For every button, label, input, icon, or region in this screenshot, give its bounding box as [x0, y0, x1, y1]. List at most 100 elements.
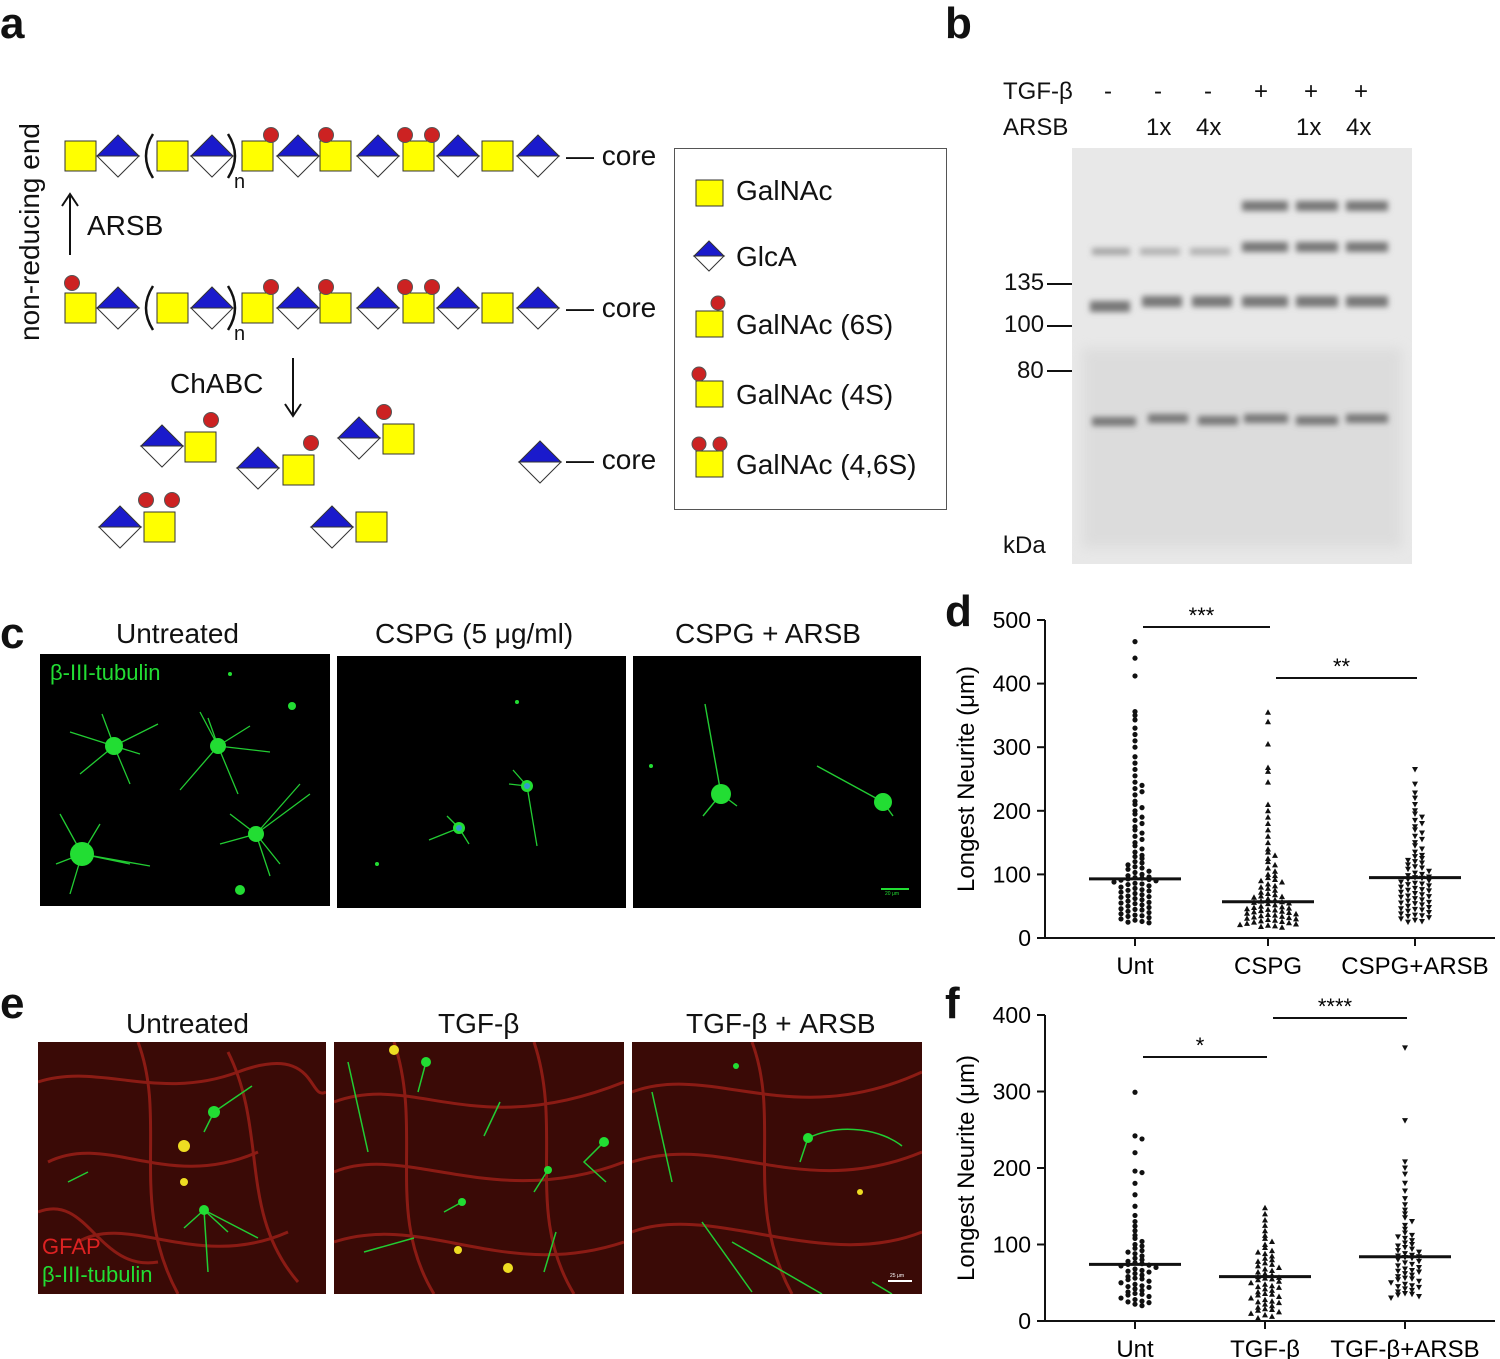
data-point: [1395, 1257, 1401, 1263]
data-point: [1405, 908, 1411, 915]
glca-diamond: [517, 440, 563, 484]
glca-diamond: [139, 424, 185, 468]
data-point: [1412, 833, 1418, 840]
data-point: [1262, 1259, 1268, 1266]
data-point: [1139, 855, 1145, 862]
data-point: [1132, 853, 1138, 860]
legend-galnac6s-dot: [710, 295, 726, 311]
data-point: [1395, 1284, 1401, 1290]
data-point: [1132, 1150, 1138, 1156]
x-category-label: CSPG: [1234, 953, 1302, 980]
data-point: [1118, 1295, 1124, 1301]
close-paren: [226, 285, 237, 331]
data-point: [1146, 909, 1152, 916]
sulfate-dot: [424, 279, 440, 295]
data-point: [1251, 904, 1257, 910]
data-point: [1265, 865, 1271, 871]
galnac-square: [355, 511, 388, 543]
data-point: [1262, 1241, 1268, 1247]
marker-100-label: 100: [1004, 311, 1045, 338]
data-point: [1118, 911, 1124, 917]
data-point: [1426, 899, 1432, 906]
data-point: [1139, 1267, 1145, 1274]
data-point: [1132, 869, 1138, 876]
significance-label: ****: [1318, 994, 1353, 1019]
arsb-row-label: ARSB: [1003, 114, 1069, 141]
data-point: [1412, 859, 1418, 865]
data-point: [1269, 1247, 1275, 1254]
data-point: [1132, 1286, 1138, 1292]
data-point: [1402, 1202, 1408, 1208]
marker-135-label: 135: [1004, 269, 1045, 296]
data-point: [1132, 1180, 1138, 1186]
x-category-label: Unt: [1116, 953, 1154, 980]
data-point: [1251, 919, 1257, 925]
data-point: [1132, 1168, 1138, 1174]
data-point: [1132, 766, 1138, 773]
data-point: [1146, 1300, 1152, 1306]
data-point: [1416, 1284, 1422, 1291]
glca-diamond-bottom: [515, 307, 561, 330]
data-point: [1419, 887, 1425, 893]
data-point: [1139, 789, 1145, 795]
data-point: [1272, 917, 1278, 923]
glca-diamond-top: [336, 416, 382, 439]
data-point: [1132, 1281, 1138, 1287]
data-point: [1139, 1257, 1145, 1263]
glca-diamond-bottom: [139, 445, 185, 468]
data-point: [1125, 1268, 1131, 1274]
data-point: [1395, 1243, 1401, 1250]
data-point: [1412, 827, 1418, 833]
data-point: [1419, 846, 1425, 852]
data-point: [1286, 914, 1292, 921]
data-point: [1272, 891, 1278, 898]
data-point: [1146, 1278, 1152, 1284]
data-point: [1412, 824, 1418, 830]
glca-diamond-bottom: [95, 155, 141, 178]
data-point: [1125, 1292, 1131, 1298]
legend-label-galnac-6s: GalNAc (6S): [736, 309, 894, 340]
data-point: [1139, 918, 1145, 925]
data-point: [1132, 880, 1138, 886]
arsb-dose-lane-3: 4x: [1196, 114, 1222, 141]
glca-diamond-top: [517, 440, 563, 463]
y-tick-label: 400: [993, 671, 1031, 697]
glca-diamond: [275, 134, 321, 178]
data-point: [1258, 877, 1264, 884]
data-point: [1125, 898, 1131, 904]
x-category-label: Unt: [1116, 1336, 1154, 1359]
data-point: [1402, 1045, 1408, 1051]
data-point: [1416, 1294, 1422, 1300]
galnac-square: [402, 140, 435, 172]
data-point: [1265, 874, 1271, 881]
data-point: [1426, 883, 1432, 889]
data-point: [1251, 914, 1257, 920]
data-point: [1139, 820, 1145, 827]
glca-diamond-bottom: [336, 437, 382, 460]
data-point: [1244, 910, 1250, 916]
data-point: [1265, 718, 1271, 725]
data-point: [1258, 912, 1264, 919]
data-point: [1139, 1238, 1145, 1245]
galnac-square: [481, 140, 514, 172]
arsb-dose-lane-2: 1x: [1146, 114, 1172, 141]
glca-diamond: [336, 416, 382, 460]
data-point: [1258, 903, 1264, 909]
data-point: [1398, 900, 1404, 907]
data-point: [1132, 785, 1138, 792]
c-title-cspg-arsb: CSPG + ARSB: [675, 618, 861, 649]
data-point: [1416, 1269, 1422, 1276]
data-point: [1146, 868, 1152, 874]
data-point: [1426, 894, 1432, 900]
glca-diamond-bottom: [515, 155, 561, 178]
data-point: [1125, 881, 1131, 888]
data-point: [1139, 1283, 1145, 1289]
data-point: [1125, 919, 1131, 925]
glca-diamond: [189, 134, 235, 178]
data-point: [1276, 1308, 1282, 1315]
data-point: [1405, 857, 1411, 864]
data-point: [1395, 1234, 1401, 1240]
sulfate-dot: [303, 435, 319, 451]
glca-diamond-bottom: [435, 155, 481, 178]
core-label-1: — core: [566, 140, 657, 171]
